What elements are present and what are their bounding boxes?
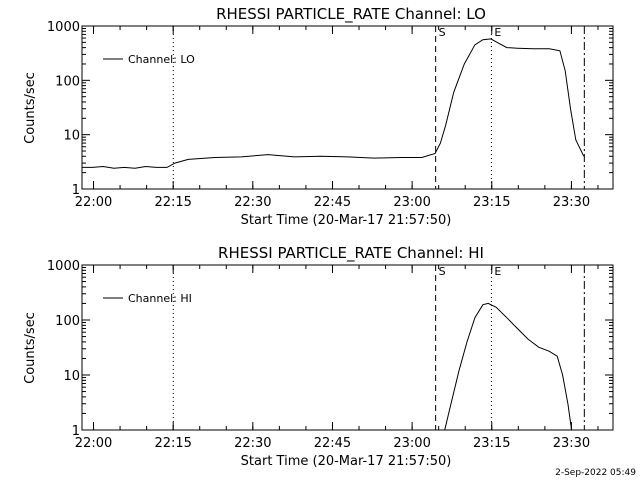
x-tick-label: 22:15 (154, 195, 191, 210)
x-tick-label: 22:30 (234, 195, 271, 210)
y-axis: 1 10 100 1000 (47, 20, 613, 198)
data-series (444, 302, 573, 431)
x-tick-label: 22:30 (234, 436, 271, 451)
x-axis-label: Start Time (20-Mar-17 21:57:50) (241, 454, 452, 469)
x-axis-label: Start Time (20-Mar-17 21:57:50) (241, 213, 452, 228)
y-tick-label: 1 (72, 183, 80, 198)
x-axis: 22:00 22:15 22:30 22:45 23:00 23:15 23:30 (75, 26, 599, 210)
x-tick-label: 22:15 (154, 436, 191, 451)
x-tick-label: 22:00 (75, 436, 112, 451)
chart-frame-group (81, 25, 614, 190)
chart-frame-group (81, 264, 614, 431)
x-axis: 22:00 22:15 22:30 22:45 23:00 23:15 23:30 (75, 265, 599, 451)
legend: Channel: HI (103, 292, 192, 305)
y-tick-label: 1000 (47, 20, 80, 35)
y-axis-label: Counts/sec (23, 312, 38, 384)
x-tick-label: 22:00 (75, 195, 112, 210)
legend-label: Channel: HI (128, 292, 192, 305)
event-marker-label: S (439, 26, 446, 39)
chart-hi-channel: RHESSI PARTICLE_RATE Channel: HI 1101001… (23, 244, 614, 469)
y-axis-label: Counts/sec (23, 72, 38, 144)
series-line (444, 302, 573, 431)
plot-frame (81, 25, 614, 190)
event-marker-label: E (494, 265, 501, 278)
y-axis: 1 10 100 1000 (47, 259, 613, 439)
y-tick-label: 1 (72, 424, 80, 439)
chart-lo-channel: RHESSI PARTICLE_RATE Channel: LO 1101001… (23, 5, 614, 228)
chart-title: RHESSI PARTICLE_RATE Channel: HI (218, 244, 484, 263)
plot-frame (81, 264, 614, 431)
y-tick-label: 100 (55, 314, 80, 329)
x-tick-label: 23:15 (473, 436, 510, 451)
data-series (82, 38, 585, 169)
x-tick-label: 23:30 (553, 436, 590, 451)
event-marker-label: E (494, 26, 501, 39)
y-tick-label: 10 (63, 129, 80, 144)
footer-timestamp: 2-Sep-2022 05:49 (555, 468, 636, 478)
y-tick-label: 10 (63, 369, 80, 384)
y-tick-label: 1000 (47, 259, 80, 274)
y-tick-label: 100 (55, 74, 80, 89)
legend-label: Channel: LO (128, 53, 195, 66)
series-line (82, 38, 585, 169)
x-tick-label: 22:45 (314, 195, 351, 210)
event-marker-label: S (439, 265, 446, 278)
x-tick-label: 23:30 (553, 195, 590, 210)
chart-title: RHESSI PARTICLE_RATE Channel: LO (216, 5, 486, 24)
x-tick-label: 23:00 (393, 195, 430, 210)
x-tick-label: 23:00 (393, 436, 430, 451)
x-tick-label: 22:45 (314, 436, 351, 451)
x-tick-label: 23:15 (473, 195, 510, 210)
legend: Channel: LO (103, 53, 195, 66)
